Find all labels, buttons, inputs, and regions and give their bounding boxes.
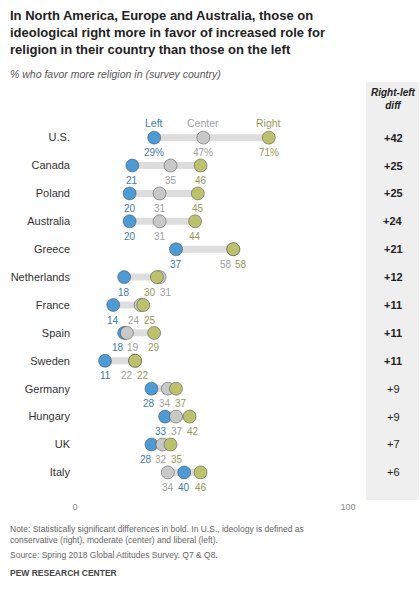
svg-text:37: 37: [170, 259, 182, 270]
svg-text:Right: Right: [256, 117, 281, 129]
svg-text:Source: Spring 2018 Global Att: Source: Spring 2018 Global Attitudes Sur…: [10, 550, 218, 560]
svg-text:71%: 71%: [259, 147, 279, 158]
svg-text:+11: +11: [384, 327, 402, 339]
svg-text:Hungary: Hungary: [28, 410, 70, 422]
svg-text:46: 46: [195, 482, 207, 493]
svg-text:35: 35: [165, 175, 177, 186]
svg-text:PEW RESEARCH CENTER: PEW RESEARCH CENTER: [10, 568, 117, 578]
svg-text:France: France: [36, 299, 70, 311]
svg-text:34: 34: [162, 482, 174, 493]
svg-text:+21: +21: [384, 243, 403, 255]
svg-text:31: 31: [154, 231, 166, 242]
svg-text:+12: +12: [384, 271, 403, 283]
svg-text:+6: +6: [387, 466, 400, 478]
svg-text:31: 31: [160, 287, 172, 298]
svg-text:28: 28: [140, 454, 152, 465]
svg-text:Center: Center: [187, 117, 219, 129]
svg-text:40: 40: [178, 482, 190, 493]
svg-text:28: 28: [143, 398, 155, 409]
svg-text:22: 22: [121, 370, 133, 381]
svg-text:+42: +42: [384, 132, 403, 144]
svg-text:21: 21: [126, 175, 138, 186]
svg-text:19: 19: [127, 342, 139, 353]
svg-text:+7: +7: [387, 438, 400, 450]
svg-text:37: 37: [175, 398, 187, 409]
svg-text:37: 37: [171, 426, 183, 437]
svg-text:In North America, Europe and A: In North America, Europe and Australia, …: [10, 8, 325, 57]
svg-text:58: 58: [235, 259, 247, 270]
svg-text:+25: +25: [384, 187, 403, 199]
svg-text:22: 22: [137, 370, 149, 381]
svg-text:Right-leftdiff: Right-leftdiff: [371, 87, 416, 111]
svg-text:31: 31: [154, 203, 166, 214]
svg-text:58: 58: [220, 259, 232, 270]
svg-text:+9: +9: [387, 383, 400, 395]
svg-text:UK: UK: [55, 438, 71, 450]
svg-text:20: 20: [124, 203, 136, 214]
svg-text:0: 0: [72, 502, 77, 512]
svg-text:+25: +25: [384, 160, 403, 172]
svg-text:% who favor more religion in (: % who favor more religion in (survey cou…: [10, 68, 221, 80]
svg-text:47%: 47%: [193, 147, 213, 158]
svg-text:Germany: Germany: [25, 383, 71, 395]
svg-text:Spain: Spain: [42, 327, 70, 339]
svg-text:Italy: Italy: [50, 466, 71, 478]
svg-text:44: 44: [189, 231, 201, 242]
svg-text:14: 14: [107, 315, 119, 326]
svg-text:35: 35: [171, 454, 183, 465]
svg-text:18: 18: [112, 342, 124, 353]
svg-text:34: 34: [159, 398, 171, 409]
svg-text:Left: Left: [145, 117, 163, 129]
svg-text:Australia: Australia: [27, 215, 71, 227]
svg-text:29%: 29%: [144, 147, 164, 158]
svg-text:11: 11: [100, 370, 111, 381]
svg-text:25: 25: [144, 315, 156, 326]
svg-text:100: 100: [340, 502, 355, 512]
svg-text:+11: +11: [384, 299, 402, 311]
svg-text:Netherlands: Netherlands: [11, 271, 71, 283]
svg-text:18: 18: [118, 287, 130, 298]
svg-text:42: 42: [187, 426, 199, 437]
svg-text:29: 29: [148, 342, 160, 353]
svg-text:46: 46: [195, 175, 207, 186]
svg-text:Canada: Canada: [31, 159, 70, 171]
svg-text:32: 32: [155, 454, 167, 465]
svg-text:Sweden: Sweden: [30, 355, 70, 367]
svg-text:20: 20: [124, 231, 136, 242]
svg-text:Note: Statistically significan: Note: Statistically significant differen…: [10, 524, 304, 545]
svg-text:+24: +24: [383, 215, 403, 227]
svg-text:24: 24: [128, 315, 140, 326]
svg-text:45: 45: [192, 203, 204, 214]
svg-text:33: 33: [155, 426, 167, 437]
svg-text:Greece: Greece: [34, 243, 70, 255]
svg-text:30: 30: [144, 287, 156, 298]
svg-text:+11: +11: [384, 355, 402, 367]
svg-text:U.S.: U.S.: [49, 131, 70, 143]
svg-text:+9: +9: [387, 411, 400, 423]
svg-text:Poland: Poland: [36, 187, 70, 199]
